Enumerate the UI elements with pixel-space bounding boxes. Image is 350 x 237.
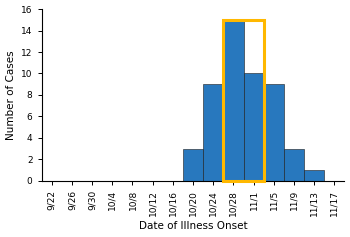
Bar xyxy=(223,20,244,181)
Bar xyxy=(284,149,304,181)
Bar xyxy=(203,84,223,181)
Bar xyxy=(223,20,264,181)
Bar xyxy=(183,149,203,181)
X-axis label: Date of Illness Onset: Date of Illness Onset xyxy=(139,221,247,232)
Bar xyxy=(244,73,264,181)
Bar xyxy=(264,84,284,181)
Y-axis label: Number of Cases: Number of Cases xyxy=(6,50,15,140)
Bar xyxy=(304,170,324,181)
